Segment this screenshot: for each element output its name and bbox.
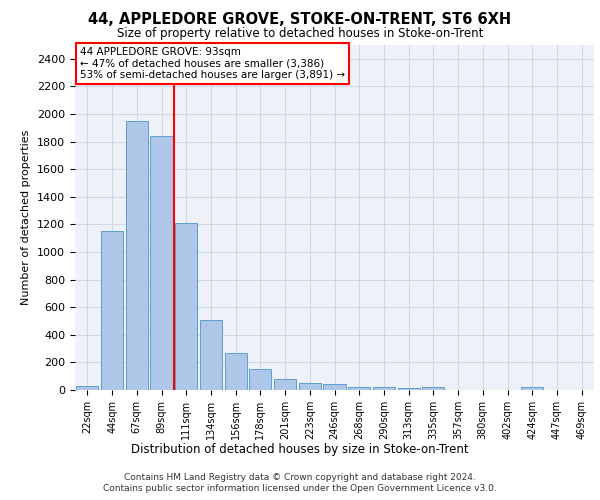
Bar <box>373 387 395 390</box>
Text: 44 APPLEDORE GROVE: 93sqm
← 47% of detached houses are smaller (3,386)
53% of se: 44 APPLEDORE GROVE: 93sqm ← 47% of detac… <box>80 46 346 80</box>
Y-axis label: Number of detached properties: Number of detached properties <box>22 130 31 305</box>
Bar <box>348 386 370 390</box>
Bar <box>398 388 420 390</box>
Bar <box>323 384 346 390</box>
Bar <box>175 223 197 390</box>
Text: Contains public sector information licensed under the Open Government Licence v3: Contains public sector information licen… <box>103 484 497 493</box>
Bar <box>76 386 98 390</box>
Bar <box>422 387 445 390</box>
Bar <box>151 136 173 390</box>
Text: Distribution of detached houses by size in Stoke-on-Trent: Distribution of detached houses by size … <box>131 442 469 456</box>
Bar <box>125 121 148 390</box>
Bar <box>101 232 123 390</box>
Bar <box>274 379 296 390</box>
Text: 44, APPLEDORE GROVE, STOKE-ON-TRENT, ST6 6XH: 44, APPLEDORE GROVE, STOKE-ON-TRENT, ST6… <box>88 12 512 28</box>
Text: Size of property relative to detached houses in Stoke-on-Trent: Size of property relative to detached ho… <box>117 28 483 40</box>
Bar <box>249 368 271 390</box>
Text: Contains HM Land Registry data © Crown copyright and database right 2024.: Contains HM Land Registry data © Crown c… <box>124 472 476 482</box>
Bar <box>521 387 544 390</box>
Bar <box>299 383 321 390</box>
Bar <box>224 354 247 390</box>
Bar <box>200 320 222 390</box>
